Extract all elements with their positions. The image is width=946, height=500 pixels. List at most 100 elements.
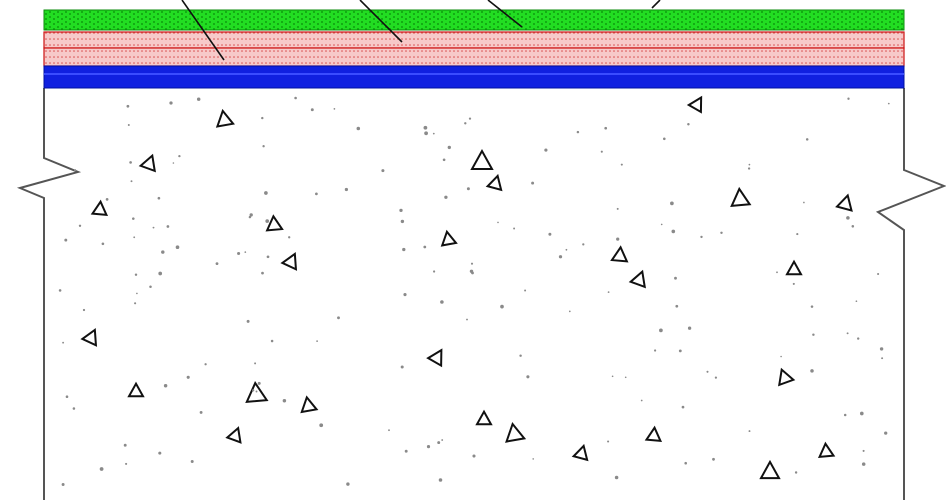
- aggregate-dot: [403, 293, 407, 297]
- aggregate-dot: [130, 180, 133, 183]
- aggregate-dot: [344, 187, 349, 192]
- aggregate-dot: [607, 440, 610, 443]
- leader-lines: [181, 0, 661, 61]
- aggregate-dot: [544, 148, 548, 152]
- aggregate-dot: [254, 362, 257, 365]
- aggregate-triangle-16: [127, 381, 145, 398]
- aggregate-triangle-4: [265, 214, 284, 232]
- aggregate-triangle-15: [80, 328, 98, 347]
- aggregate-dot: [659, 328, 663, 333]
- aggregate-dot: [810, 305, 814, 308]
- aggregate-dot: [887, 102, 890, 105]
- aggregate-dot: [157, 196, 161, 200]
- aggregate-dot: [288, 236, 291, 239]
- aggregate-dot: [616, 237, 620, 241]
- aggregate-dot: [681, 405, 685, 409]
- aggregate-dot: [319, 423, 324, 428]
- aggregate-dot: [252, 389, 255, 392]
- aggregate-dot: [266, 255, 270, 259]
- aggregate-dot: [470, 262, 474, 265]
- aggregate-triangle-7: [485, 173, 503, 192]
- aggregate-dot: [861, 462, 866, 466]
- aggregate-dot: [125, 462, 128, 465]
- aggregate-dot: [748, 163, 751, 166]
- aggregate-triangle-9: [610, 245, 629, 263]
- aggregate-dot: [65, 395, 69, 399]
- aggregate-dot: [687, 326, 692, 330]
- aggregate-dot: [424, 131, 428, 136]
- aggregate-triangle-17: [245, 380, 269, 403]
- aggregate-dot: [468, 117, 472, 120]
- leader-line-3: [487, 0, 523, 28]
- aggregate-dot: [244, 251, 247, 253]
- aggregate-dot: [400, 219, 405, 224]
- aggregate-dot: [78, 224, 82, 227]
- aggregate-dot: [616, 207, 619, 210]
- aggregate-dot: [464, 122, 467, 125]
- aggregate-dot: [720, 231, 723, 235]
- aggregate-dot: [337, 316, 340, 320]
- aggregate-dot: [404, 449, 408, 453]
- aggregate-dot: [158, 271, 163, 276]
- aggregate-triangle-10: [628, 269, 646, 289]
- aggregate-dot: [265, 219, 270, 223]
- aggregate-dot: [794, 471, 798, 474]
- aggregate-dot: [432, 132, 435, 135]
- aggregate-dot: [158, 451, 162, 455]
- aggregate-dot: [316, 340, 318, 342]
- aggregate-dot: [611, 375, 614, 378]
- aggregate-dot: [166, 225, 170, 228]
- aggregate-dot: [879, 347, 884, 351]
- aggregate-dot: [877, 272, 880, 276]
- aggregate-dot: [136, 292, 138, 295]
- aggregate-dot: [134, 273, 138, 276]
- aggregate-dot: [426, 445, 431, 449]
- aggregate-dot: [196, 97, 201, 101]
- aggregate-dot: [810, 369, 814, 373]
- aggregate-dot: [600, 150, 603, 153]
- aggregate-triangle-12: [730, 186, 752, 207]
- aggregate-triangle-22: [225, 426, 242, 444]
- aggregate-dot: [441, 439, 444, 441]
- aggregate-dot: [132, 217, 135, 220]
- aggregate-dot: [169, 101, 173, 105]
- aggregate-dot: [497, 221, 499, 224]
- aggregate-dot: [215, 262, 219, 266]
- aggregate-dot: [881, 357, 884, 360]
- aggregate-dot: [513, 227, 516, 230]
- aggregate-dot: [660, 223, 663, 226]
- blue-waterproofing-layer: [43, 65, 905, 89]
- aggregate-dot: [678, 349, 682, 353]
- aggregate-dot: [846, 216, 850, 220]
- aggregate-dot: [237, 251, 241, 256]
- aggregate-dot: [851, 225, 855, 228]
- aggregate-dot: [400, 365, 404, 369]
- aggregate-dot: [671, 229, 676, 234]
- aggregate-dot: [558, 255, 563, 259]
- aggregate-dot: [531, 181, 535, 185]
- slab-left-edge: [16, 88, 82, 500]
- aggregate-dot: [381, 169, 385, 173]
- aggregate-dot: [310, 108, 314, 112]
- aggregate-dot: [859, 411, 864, 416]
- aggregate-dot: [471, 271, 474, 275]
- aggregate-dot: [190, 460, 194, 463]
- aggregate-triangle-8: [440, 229, 458, 247]
- aggregate-dot: [163, 384, 168, 388]
- aggregate-dot: [466, 318, 468, 321]
- aggregate-dot: [803, 201, 805, 204]
- aggregate-dot: [532, 458, 535, 460]
- aggregate-dot: [624, 376, 627, 379]
- aggregate-triangle-19: [426, 348, 443, 368]
- aggregate-triangle-13: [835, 193, 853, 212]
- aggregate-dot: [62, 341, 65, 344]
- slab-right-edge: [875, 88, 946, 500]
- aggregate-dot: [356, 126, 361, 131]
- aggregate-dot: [614, 475, 619, 480]
- aggregate-triangles: [80, 95, 853, 480]
- aggregate-dot: [714, 376, 718, 379]
- aggregate-dot: [423, 245, 427, 249]
- aggregate-dot: [315, 192, 318, 196]
- aggregate-dot: [73, 169, 77, 172]
- aggregate-dot: [204, 363, 207, 366]
